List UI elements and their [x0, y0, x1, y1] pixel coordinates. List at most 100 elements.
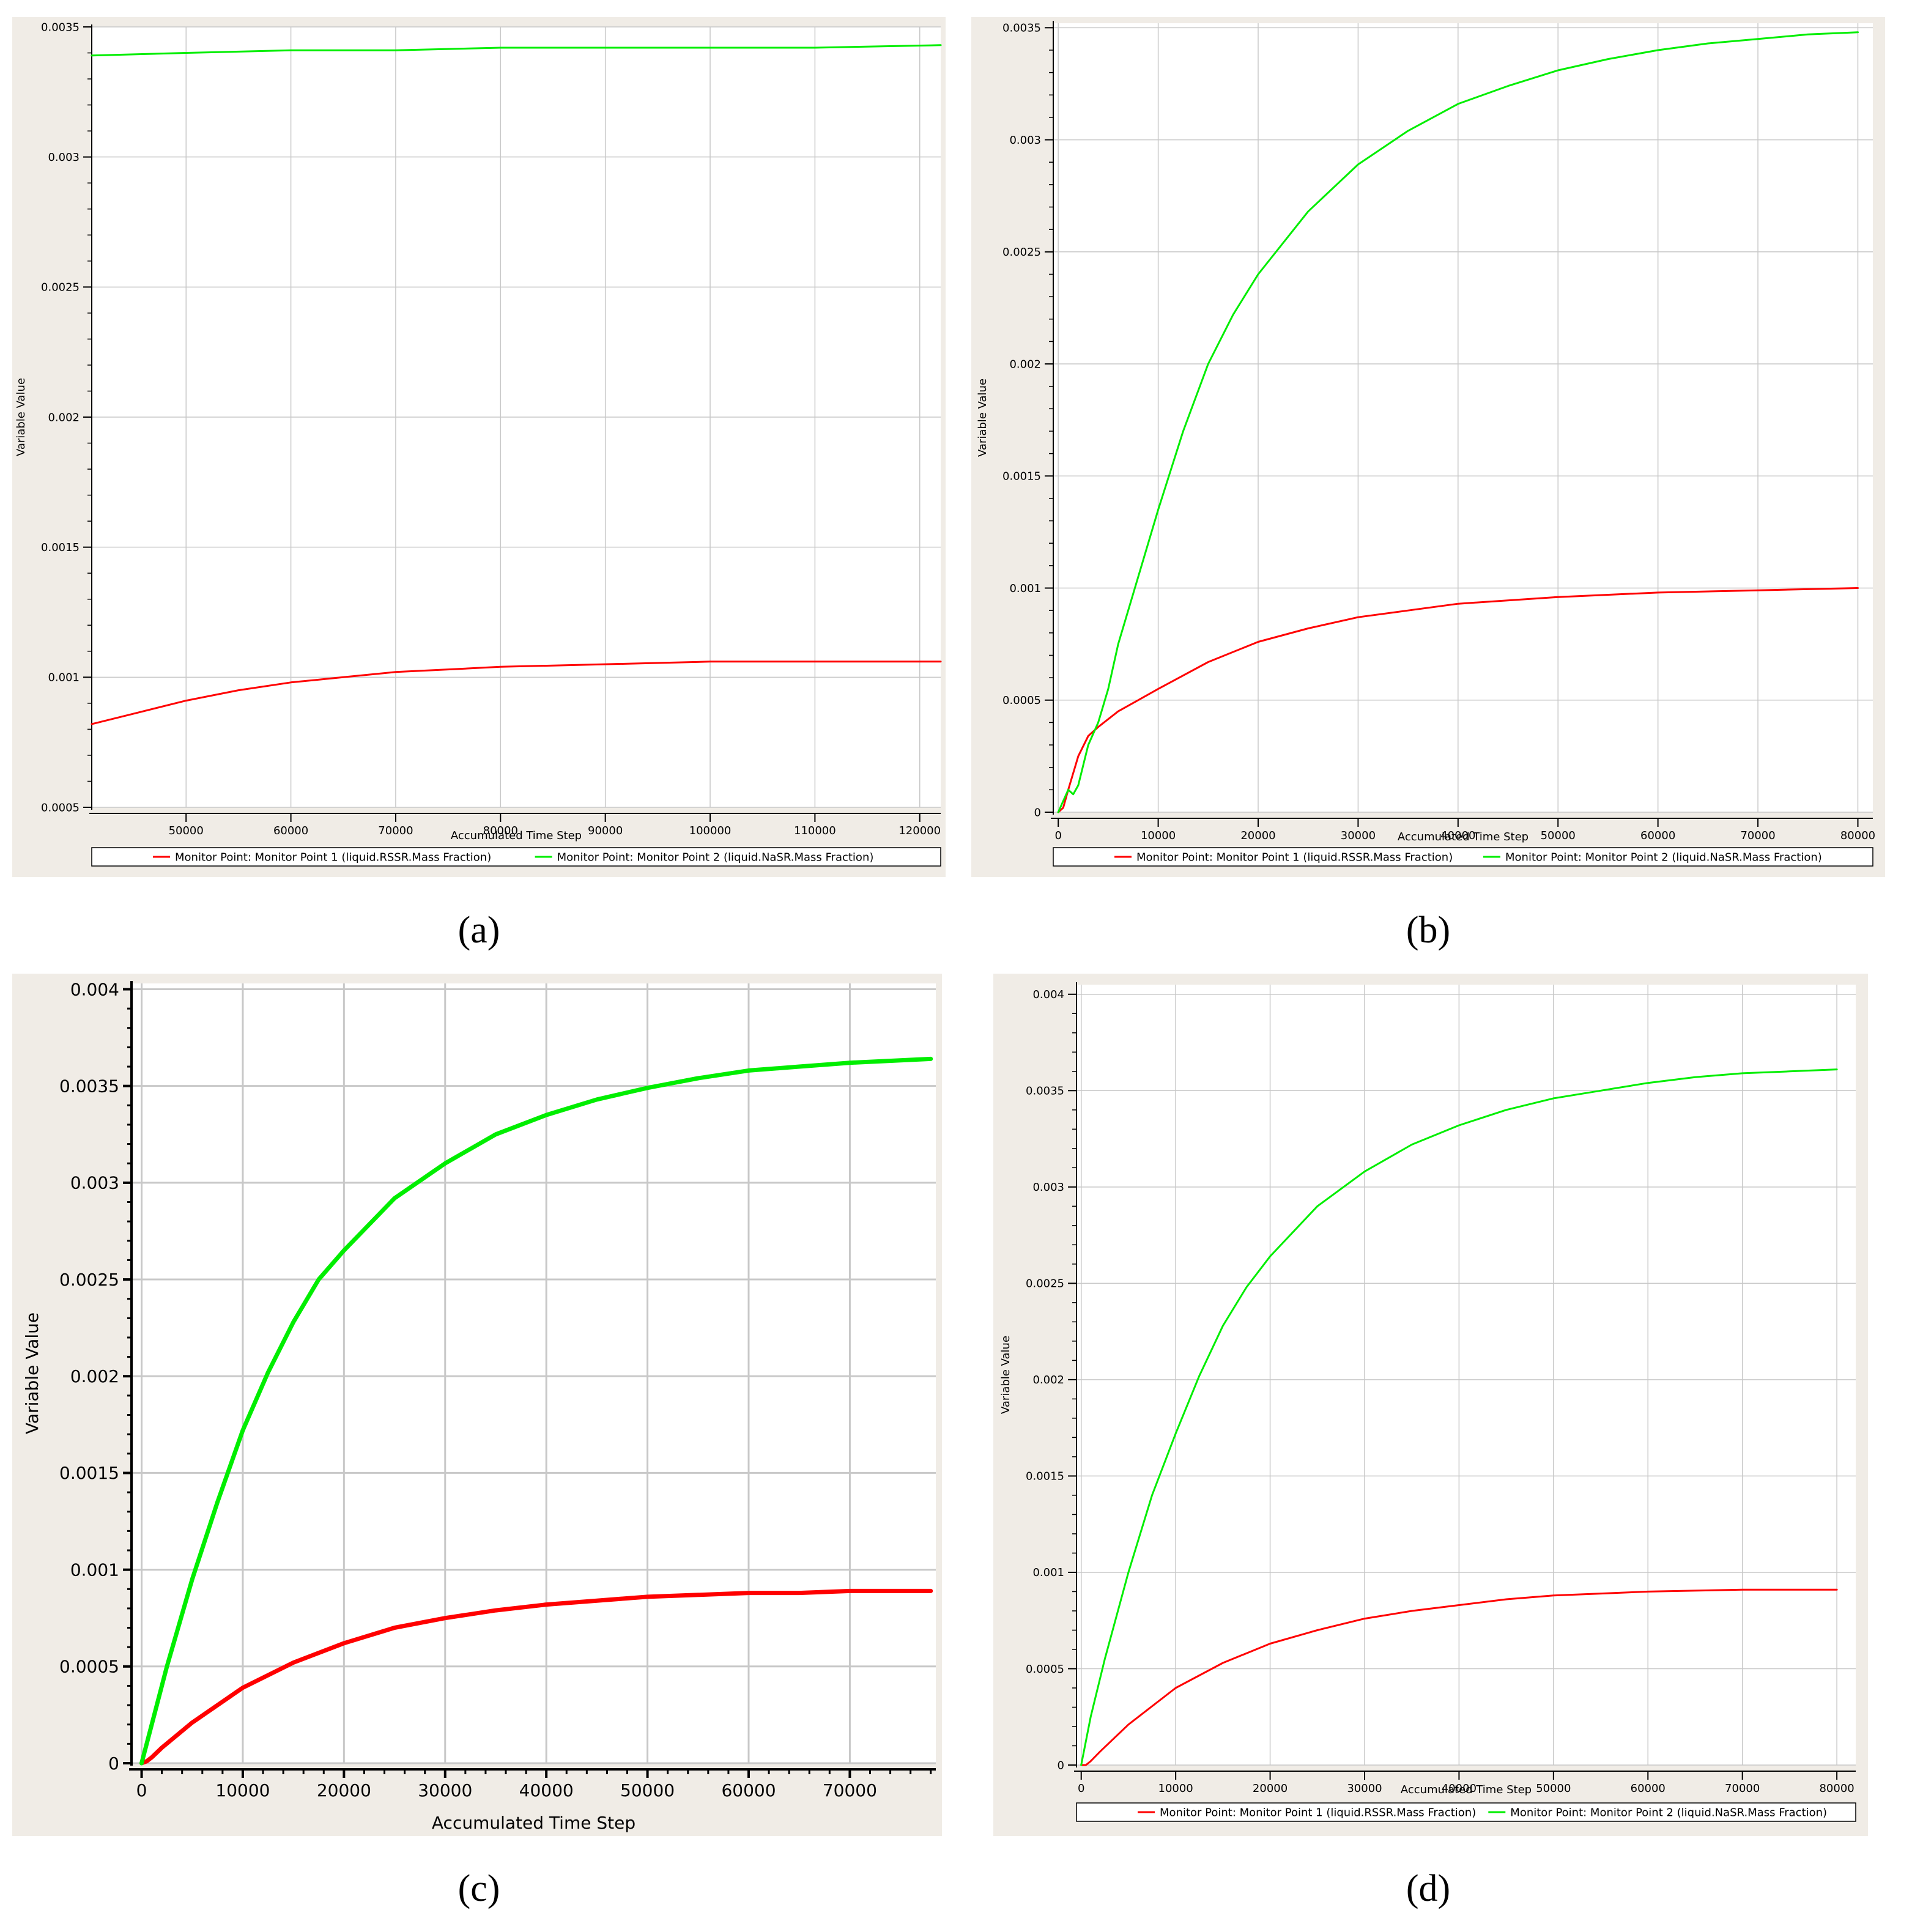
- y-tick-label: 0.0035: [59, 1076, 119, 1096]
- series-line-nasr: [1057, 31, 1859, 813]
- y-tick-label: 0.0025: [59, 1270, 119, 1290]
- x-tick-label: 10000: [215, 1780, 270, 1801]
- caption-a: (a): [458, 909, 500, 951]
- y-tick-label: 0: [108, 1753, 119, 1774]
- y-tick-label: 0.002: [1009, 358, 1041, 371]
- caption-d: (d): [1406, 1868, 1451, 1909]
- y-tick-label: 0.003: [1032, 1181, 1064, 1194]
- y-tick-label: 0.001: [1009, 582, 1041, 595]
- x-axis-label: Accumulated Time Step: [432, 1813, 635, 1833]
- x-tick-label: 80000: [1819, 1782, 1854, 1795]
- x-tick-label: 20000: [317, 1780, 371, 1801]
- legend-entry-label: Monitor Point: Monitor Point 1 (liquid.R…: [175, 851, 491, 864]
- plot-area: [1053, 23, 1873, 812]
- x-tick-label: 60000: [1640, 829, 1675, 842]
- x-tick-label: 40000: [519, 1780, 574, 1801]
- legend-box: [91, 847, 941, 867]
- x-tick-label: 0: [1078, 1782, 1084, 1795]
- x-tick-label: 70000: [1725, 1782, 1760, 1795]
- x-tick-label: 90000: [588, 824, 623, 837]
- y-tick-label: 0.0035: [41, 21, 80, 34]
- chart-panel-d: 0 0.0005 0.001 0.0015 0.002 0.0025 0.003 0.0035…: [993, 974, 1868, 1836]
- x-axis-label: Accumulated Time Step: [1398, 831, 1528, 843]
- y-tick-label: 0.003: [70, 1173, 119, 1193]
- y-tick-label: 0.0015: [59, 1463, 119, 1483]
- series-line-nasr: [91, 44, 942, 57]
- y-axis-label: Variable Value: [976, 379, 989, 457]
- y-tick-label: 0.004: [1032, 988, 1064, 1001]
- y-tick-label: 0.0035: [1026, 1085, 1064, 1098]
- x-tick-label: 30000: [1347, 1782, 1382, 1795]
- y-tick-label: 0.0015: [41, 541, 80, 554]
- legend-entry-label: Monitor Point: Monitor Point 2 (liquid.N…: [1505, 851, 1822, 864]
- x-tick-label: 50000: [1541, 829, 1576, 842]
- caption-c: (c): [458, 1868, 500, 1909]
- series-line-nasr: [1080, 1068, 1838, 1766]
- x-tick-label: 40000: [1440, 829, 1475, 842]
- series-line-rssr: [1080, 1588, 1838, 1766]
- x-tick-label: 60000: [721, 1780, 776, 1801]
- y-tick-label: 0.0005: [41, 801, 80, 814]
- y-tick-label: 0.004: [70, 979, 119, 999]
- series-line-rssr: [1057, 587, 1859, 813]
- x-tick-label: 110000: [794, 824, 836, 837]
- y-tick-label: 0: [1034, 806, 1041, 819]
- x-tick-label: 120000: [899, 824, 941, 837]
- x-tick-label: 80000: [483, 824, 518, 837]
- y-tick-label: 0.0005: [59, 1657, 119, 1677]
- chart-panel-b: 0 0.0005 0.001 0.0015 0.002 0.0025 0.003 0.0035…: [971, 17, 1885, 877]
- x-tick-label: 60000: [273, 824, 308, 837]
- x-tick-label: 30000: [418, 1780, 472, 1801]
- chart-panel-c: 0 0.0005 0.001 0.0015 0.002 0.0025 0.003 0.0035…: [12, 974, 942, 1836]
- y-tick-label: 0.0005: [1002, 694, 1041, 707]
- y-tick-label: 0.0035: [1002, 22, 1041, 35]
- y-tick-label: 0.0015: [1002, 470, 1041, 483]
- plot-area: [132, 983, 936, 1763]
- x-tick-label: 70000: [823, 1780, 877, 1801]
- legend-entry-label: Monitor Point: Monitor Point 1 (liquid.R…: [1160, 1806, 1476, 1819]
- x-tick-label: 70000: [1740, 829, 1775, 842]
- x-tick-label: 10000: [1158, 1782, 1193, 1795]
- series-line-rssr: [139, 1588, 933, 1766]
- y-tick-label: 0.0025: [1026, 1278, 1064, 1290]
- x-tick-label: 0: [136, 1780, 147, 1801]
- y-tick-label: 0.001: [70, 1560, 119, 1580]
- x-tick-label: 30000: [1341, 829, 1376, 842]
- y-axis-label: Variable Value: [22, 1312, 42, 1434]
- y-tick-label: 0.0025: [1002, 246, 1041, 259]
- legend-entry-label: Monitor Point: Monitor Point 2 (liquid.N…: [1510, 1806, 1827, 1819]
- legend-entry-label: Monitor Point: Monitor Point 2 (liquid.N…: [557, 851, 874, 864]
- y-tick-label: 0.0015: [1026, 1470, 1064, 1483]
- x-tick-label: 20000: [1253, 1782, 1288, 1795]
- x-tick-label: 0: [1054, 829, 1061, 842]
- chart-panel-a: 0.0005 0.001 0.0015 0.002 0.0025 0.003 0.0035 5…: [12, 17, 946, 877]
- x-tick-label: 80000: [1840, 829, 1875, 842]
- y-tick-label: 0.001: [48, 672, 80, 684]
- legend-box: [1053, 847, 1873, 867]
- y-tick-label: 0.001: [1032, 1566, 1064, 1579]
- series-line-rssr: [91, 661, 942, 725]
- series-line-nasr: [139, 1056, 933, 1766]
- y-tick-label: 0.0025: [41, 281, 80, 294]
- y-tick-label: 0.0005: [1026, 1663, 1064, 1676]
- x-tick-label: 10000: [1141, 829, 1176, 842]
- x-tick-label: 50000: [620, 1780, 675, 1801]
- plot-area: [1076, 985, 1856, 1765]
- x-tick-label: 20000: [1240, 829, 1275, 842]
- x-axis-label: Accumulated Time Step: [451, 829, 582, 842]
- x-tick-label: 50000: [1536, 1782, 1571, 1795]
- caption-b: (b): [1406, 909, 1451, 951]
- legend-box: [1076, 1802, 1856, 1822]
- y-tick-label: 0.003: [48, 151, 80, 164]
- y-tick-label: 0.003: [1009, 134, 1041, 147]
- y-axis-label: Variable Value: [15, 378, 28, 456]
- y-tick-label: 0.002: [48, 411, 80, 424]
- x-tick-label: 60000: [1631, 1782, 1666, 1795]
- x-tick-label: 40000: [1442, 1782, 1477, 1795]
- x-tick-label: 70000: [378, 824, 413, 837]
- y-axis-label: Variable Value: [999, 1336, 1012, 1414]
- x-tick-label: 100000: [689, 824, 732, 837]
- x-tick-label: 50000: [169, 824, 204, 837]
- y-tick-label: 0.002: [70, 1366, 119, 1386]
- y-tick-label: 0: [1058, 1759, 1064, 1772]
